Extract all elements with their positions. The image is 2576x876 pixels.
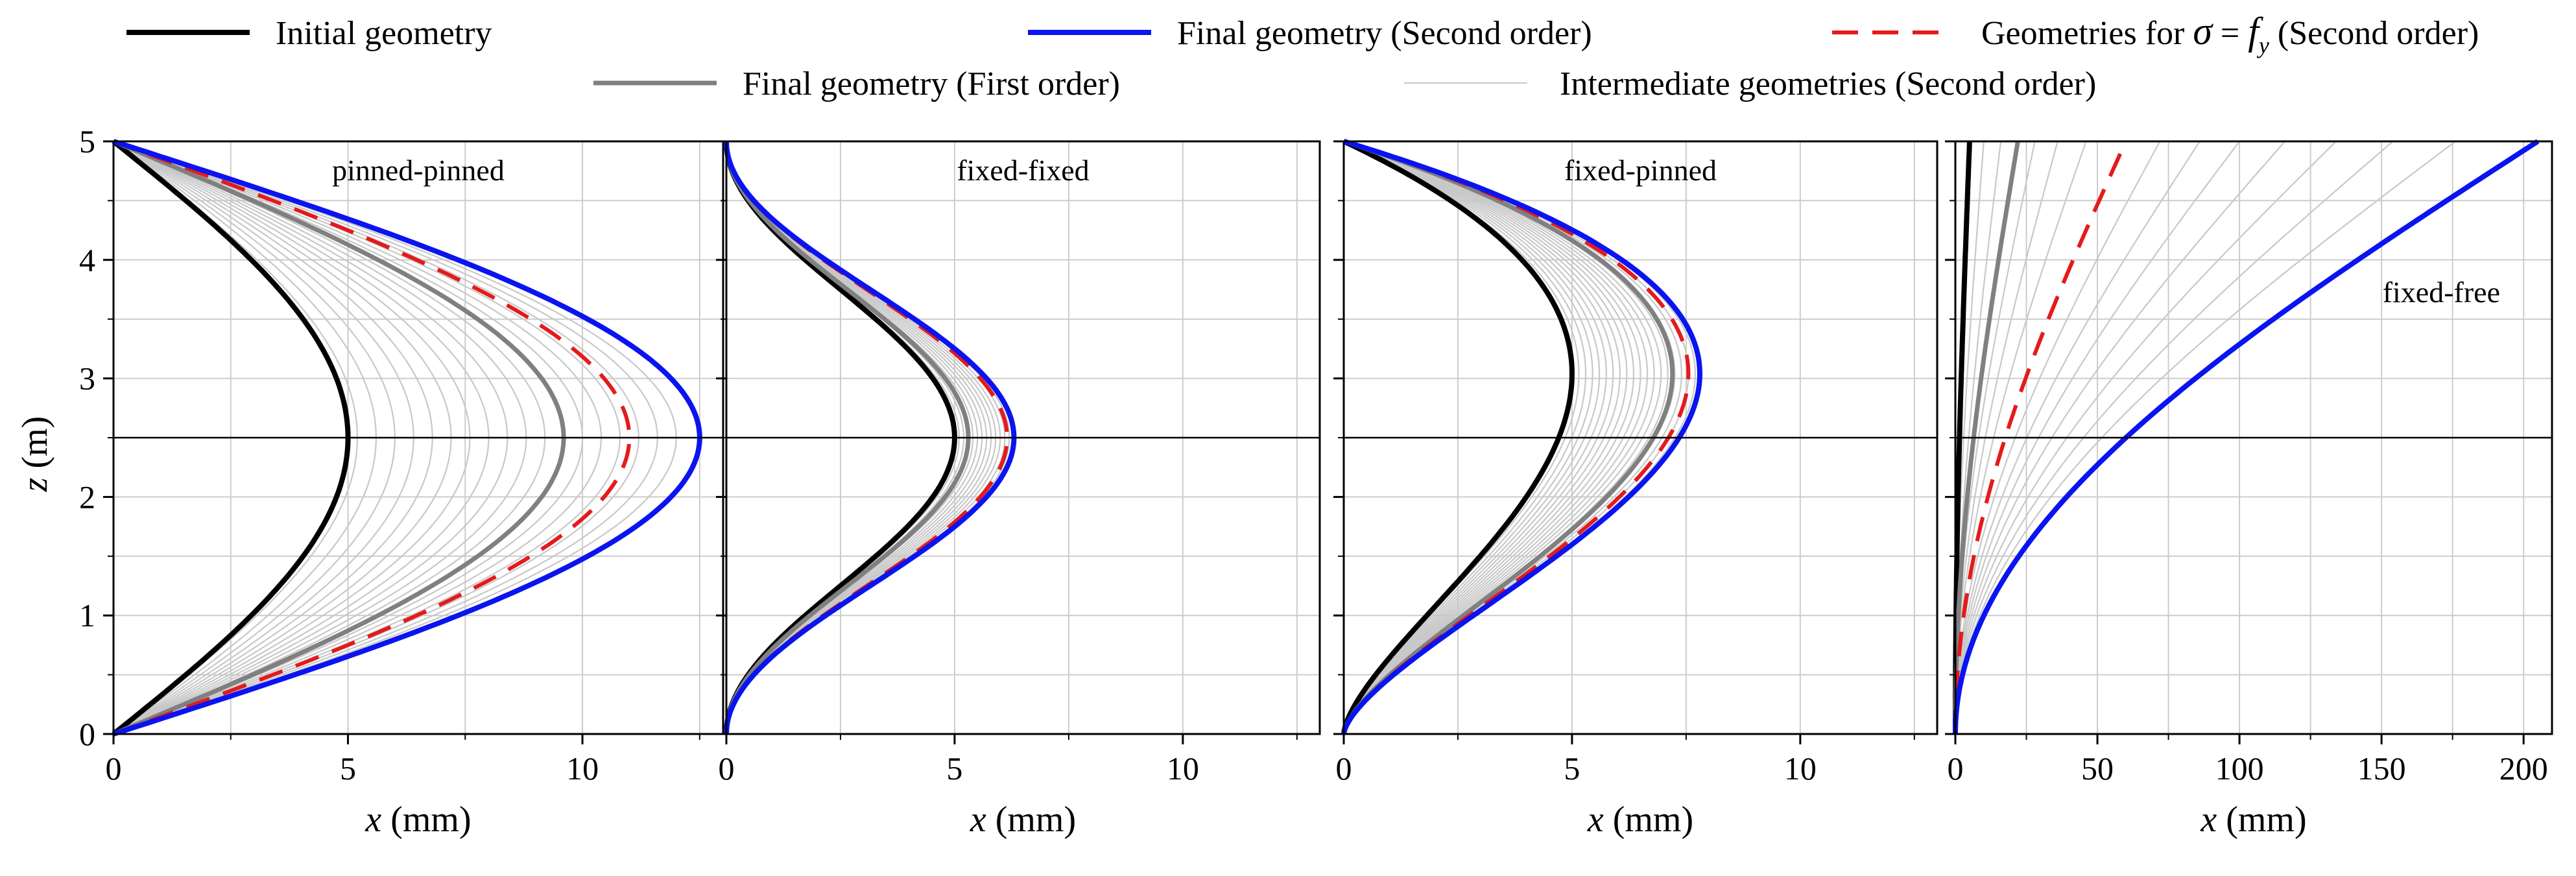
x-tick-label: 0	[1948, 750, 1964, 787]
legend-item-initial: Initial geometry	[126, 15, 492, 52]
y-tick-label: 1	[79, 597, 95, 633]
x-tick-label: 0	[1336, 750, 1352, 787]
legend-label-final-first: Final geometry (First order)	[743, 65, 1120, 102]
legend-label-initial: Initial geometry	[276, 15, 492, 52]
panel-title: fixed-pinned	[1564, 154, 1717, 187]
sigma-fy-curve	[112, 139, 632, 736]
x-axis-label: x (mm)	[970, 799, 1076, 840]
x-tick-label: 0	[106, 750, 122, 787]
x-tick-label: 200	[2499, 750, 2548, 787]
panel-4: 0 50 100 150 200 x (mm) fixed-free	[1945, 139, 2553, 840]
x-tick-label: 5	[946, 750, 962, 787]
legend-label-sigma: Geometries for σ = fy (Second order)	[1981, 10, 2479, 58]
legend-item-sigma: Geometries for σ = fy (Second order)	[1832, 10, 2479, 58]
y-tick-label: 2	[79, 479, 95, 515]
y-axis-label: z (m)	[15, 416, 55, 493]
x-tick-label: 50	[2081, 750, 2114, 787]
y-tick-label: 5	[79, 123, 95, 160]
x-tick-label: 5	[340, 750, 356, 787]
legend-item-final-first: Final geometry (First order)	[593, 65, 1120, 102]
legend-label-intermediate: Intermediate geometries (Second order)	[1560, 65, 2096, 102]
legend-label-final-second: Final geometry (Second order)	[1177, 15, 1592, 52]
panel-2: 0 5 10 x (mm) fixed-fixed	[716, 140, 1321, 840]
sigma-fy-curve	[1953, 140, 2128, 734]
x-tick-label: 10	[1167, 750, 1199, 787]
x-tick-label: 5	[1564, 750, 1580, 787]
legend-item-final-second: Final geometry (Second order)	[1028, 15, 1592, 52]
x-axis-label: x (mm)	[1587, 799, 1693, 840]
panel-title: fixed-free	[2383, 276, 2500, 309]
x-tick-label: 10	[1784, 750, 1817, 787]
panel-3: 0 5 10 x (mm) fixed-pinned	[1333, 139, 1938, 840]
y-tick-label: 4	[79, 242, 95, 278]
panel-title: fixed-fixed	[957, 154, 1089, 187]
x-tick-label: 10	[566, 750, 599, 787]
legend-item-intermediate: Intermediate geometries (Second order)	[1404, 65, 2096, 102]
x-axis-label: x (mm)	[2200, 799, 2306, 840]
x-tick-label: 150	[2357, 750, 2406, 787]
x-tick-label: 0	[719, 750, 735, 787]
x-tick-label: 100	[2215, 750, 2264, 787]
y-tick-label: 3	[79, 361, 95, 397]
y-tick-label: 0	[79, 716, 95, 752]
x-axis-label: x (mm)	[364, 799, 471, 840]
panel-title: pinned-pinned	[332, 154, 505, 187]
legend: Initial geometry Final geometry (Second …	[126, 10, 2479, 102]
